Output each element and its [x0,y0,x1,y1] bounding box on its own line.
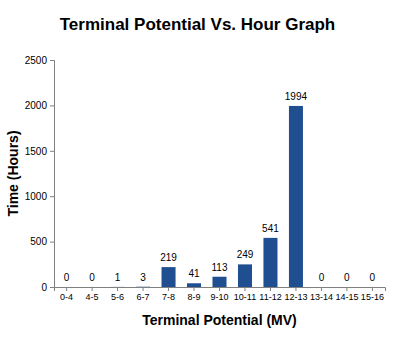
x-tick-label: 15-16 [361,292,384,302]
title: Terminal Potential Vs. Hour Graph [60,15,336,34]
x-tick-mark [66,287,67,291]
plot: 050010001500200025000-44-55-66-77-88-99-… [25,55,386,303]
x-axis-line [55,288,386,292]
y-axis-line [50,61,55,288]
x-tick: 15-16 [361,287,384,302]
y-tick: 2000 [25,100,54,111]
x-tick-label: 6-7 [137,292,150,302]
y-tick-label: 1000 [25,191,48,202]
x-tick: 10-11 [234,287,256,302]
x-tick: 9-10 [210,287,228,302]
x-tick-label: 8-9 [188,292,201,302]
x-tick: 14-15 [335,287,358,302]
y-tick-label: 1500 [25,146,48,157]
y-axis-title: Time (Hours) [5,130,21,216]
chart: 050010001500200025000-44-55-66-77-88-99-… [0,0,395,360]
data-labels: 0 0 1 3 219 41 113 249 541 1994 0 0 0 [64,91,376,283]
data-label: 0 [370,272,376,283]
data-label: 0 [319,272,325,283]
bar [263,238,277,287]
x-tick-mark [321,287,322,291]
bar [111,286,125,287]
y-tick-mark [50,60,54,61]
x-tick-mark [346,287,347,291]
x-tick: 13-14 [310,287,333,302]
x-tick-mark [295,287,296,291]
bar [60,287,74,288]
bar [85,287,99,288]
data-label: 41 [188,268,200,279]
x-tick: 12-13 [284,287,307,302]
bar [365,287,379,288]
x-tick-mark [372,287,373,291]
y-tick-mark [50,287,54,288]
bar [314,287,328,288]
y-tick-label: 2000 [25,100,48,111]
data-label: 0 [64,272,70,283]
y-tick-label: 500 [30,236,47,247]
x-tick-label: 13-14 [310,292,333,302]
data-label: 249 [237,249,254,260]
x-tick-mark [92,287,93,291]
y-tick: 500 [30,236,54,247]
y-tick: 1000 [25,191,54,202]
x-axis: 0-4 4-5 5-6 6-7 7-8 8-9 9-10 10-1111-1212-1313-… [55,287,386,302]
bar [162,267,176,287]
bar [136,286,150,287]
data-label: 1994 [285,91,308,102]
y-tick-label: 2500 [25,55,48,66]
y-tick-mark [50,151,54,152]
x-tick-mark [117,287,118,291]
x-tick-label: 14-15 [335,292,358,302]
x-tick: 4-5 [86,287,99,302]
bar [340,287,354,288]
bar [212,277,226,287]
y-axis: 0 500 1000 1500 2000 2500 [25,55,55,293]
x-tick-mark [143,287,144,291]
data-label: 0 [89,272,95,283]
bar [289,106,303,287]
y-tick: 2500 [25,55,54,66]
bar [187,283,201,287]
x-tick: 8-9 [188,287,201,302]
bar [238,264,252,287]
y-tick: 1500 [25,146,54,157]
x-tick-label: 0-4 [60,292,73,302]
x-tick-mark [168,287,169,291]
x-tick-label: 5-6 [111,292,124,302]
y-tick: 0 [41,282,54,293]
bars [111,106,303,287]
x-tick-label: 4-5 [86,292,99,302]
x-axis-title: Terminal Potential (MV) [142,312,297,328]
x-tick-mark [194,287,195,291]
x-tick-label: 10-11 [234,292,256,302]
x-tick-label: 7-8 [162,292,175,302]
x-tick: 6-7 [137,287,150,302]
x-tick: 5-6 [111,287,124,302]
x-tick-mark [219,287,220,291]
data-label: 3 [140,272,146,283]
data-label: 1 [115,272,121,283]
data-label: 113 [212,262,228,273]
y-tick-mark [50,196,54,197]
x-tick-mark [244,287,245,291]
y-tick-label: 0 [41,282,47,293]
y-tick-mark [50,105,54,106]
x-tick-label: 12-13 [284,292,307,302]
x-tick: 7-8 [162,287,175,302]
x-tick: 11-12 [259,287,281,302]
data-label: 219 [160,252,177,263]
x-tick-label: 9-10 [210,292,228,302]
data-label: 541 [262,223,279,234]
x-tick-mark [270,287,271,291]
x-tick-label: 11-12 [259,292,281,302]
y-tick-mark [50,242,54,243]
data-label: 0 [344,272,350,283]
x-tick: 0-4 [60,287,73,302]
